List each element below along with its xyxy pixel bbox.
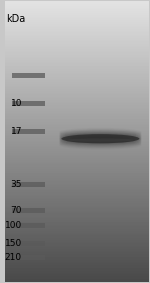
Ellipse shape	[68, 138, 133, 142]
Bar	[12, 208, 45, 213]
Ellipse shape	[59, 140, 141, 149]
Ellipse shape	[59, 134, 141, 142]
Ellipse shape	[59, 132, 141, 141]
FancyBboxPatch shape	[5, 1, 149, 282]
Text: 100: 100	[5, 221, 22, 230]
Ellipse shape	[59, 131, 141, 139]
Text: 35: 35	[11, 181, 22, 189]
Text: 70: 70	[11, 206, 22, 215]
Text: 10: 10	[11, 99, 22, 108]
Bar	[12, 101, 45, 106]
Ellipse shape	[59, 132, 141, 140]
Ellipse shape	[61, 134, 139, 143]
Ellipse shape	[59, 138, 141, 147]
Ellipse shape	[59, 136, 141, 144]
Bar	[12, 223, 45, 228]
Bar	[12, 255, 45, 260]
Bar	[12, 183, 45, 187]
Bar	[12, 73, 45, 78]
Bar	[12, 241, 45, 246]
Text: kDa: kDa	[7, 14, 26, 24]
Ellipse shape	[59, 137, 141, 146]
Text: 150: 150	[5, 239, 22, 248]
Text: 17: 17	[11, 127, 22, 136]
Ellipse shape	[59, 139, 141, 148]
Ellipse shape	[59, 129, 141, 137]
Ellipse shape	[59, 134, 141, 143]
Ellipse shape	[59, 130, 141, 138]
Ellipse shape	[59, 136, 141, 145]
Text: 210: 210	[5, 253, 22, 262]
Bar	[12, 129, 45, 134]
